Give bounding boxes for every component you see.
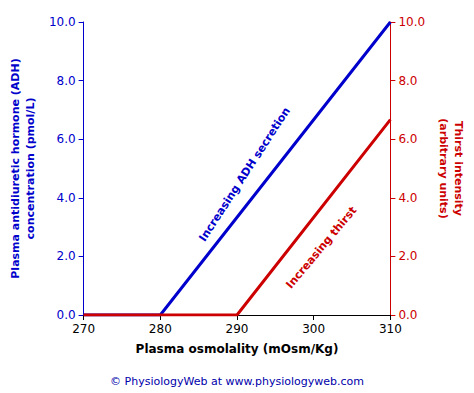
svg-text:8.0: 8.0 <box>398 74 417 88</box>
svg-text:0.0: 0.0 <box>57 308 76 322</box>
svg-text:8.0: 8.0 <box>57 74 76 88</box>
svg-text:6.0: 6.0 <box>57 132 76 146</box>
svg-text:Thirst intensity: Thirst intensity <box>452 121 465 216</box>
svg-text:© PhysiologyWeb at www.physiol: © PhysiologyWeb at www.physiologyweb.com <box>110 375 364 388</box>
svg-text:Increasing thirst: Increasing thirst <box>283 204 359 291</box>
svg-text:4.0: 4.0 <box>398 191 417 205</box>
svg-text:280: 280 <box>149 322 172 336</box>
svg-text:6.0: 6.0 <box>398 132 417 146</box>
svg-text:310: 310 <box>379 322 402 336</box>
svg-text:4.0: 4.0 <box>57 191 76 205</box>
svg-text:270: 270 <box>72 322 95 336</box>
svg-text:Plasma osmolality (mOsm/Kg): Plasma osmolality (mOsm/Kg) <box>136 342 339 356</box>
svg-text:Plasma antidiuretic hormone (A: Plasma antidiuretic hormone (ADH) <box>9 58 22 278</box>
svg-text:290: 290 <box>226 322 249 336</box>
svg-text:10.0: 10.0 <box>398 15 425 29</box>
svg-text:2.0: 2.0 <box>57 249 76 263</box>
svg-text:2.0: 2.0 <box>398 249 417 263</box>
svg-text:300: 300 <box>302 322 325 336</box>
svg-text:10.0: 10.0 <box>49 15 76 29</box>
svg-text:0.0: 0.0 <box>398 308 417 322</box>
svg-text:(arbitrary units): (arbitrary units) <box>437 118 450 218</box>
svg-text:Increasing ADH secretion: Increasing ADH secretion <box>196 105 292 244</box>
svg-text:concentration (pmol/L): concentration (pmol/L) <box>24 98 37 240</box>
